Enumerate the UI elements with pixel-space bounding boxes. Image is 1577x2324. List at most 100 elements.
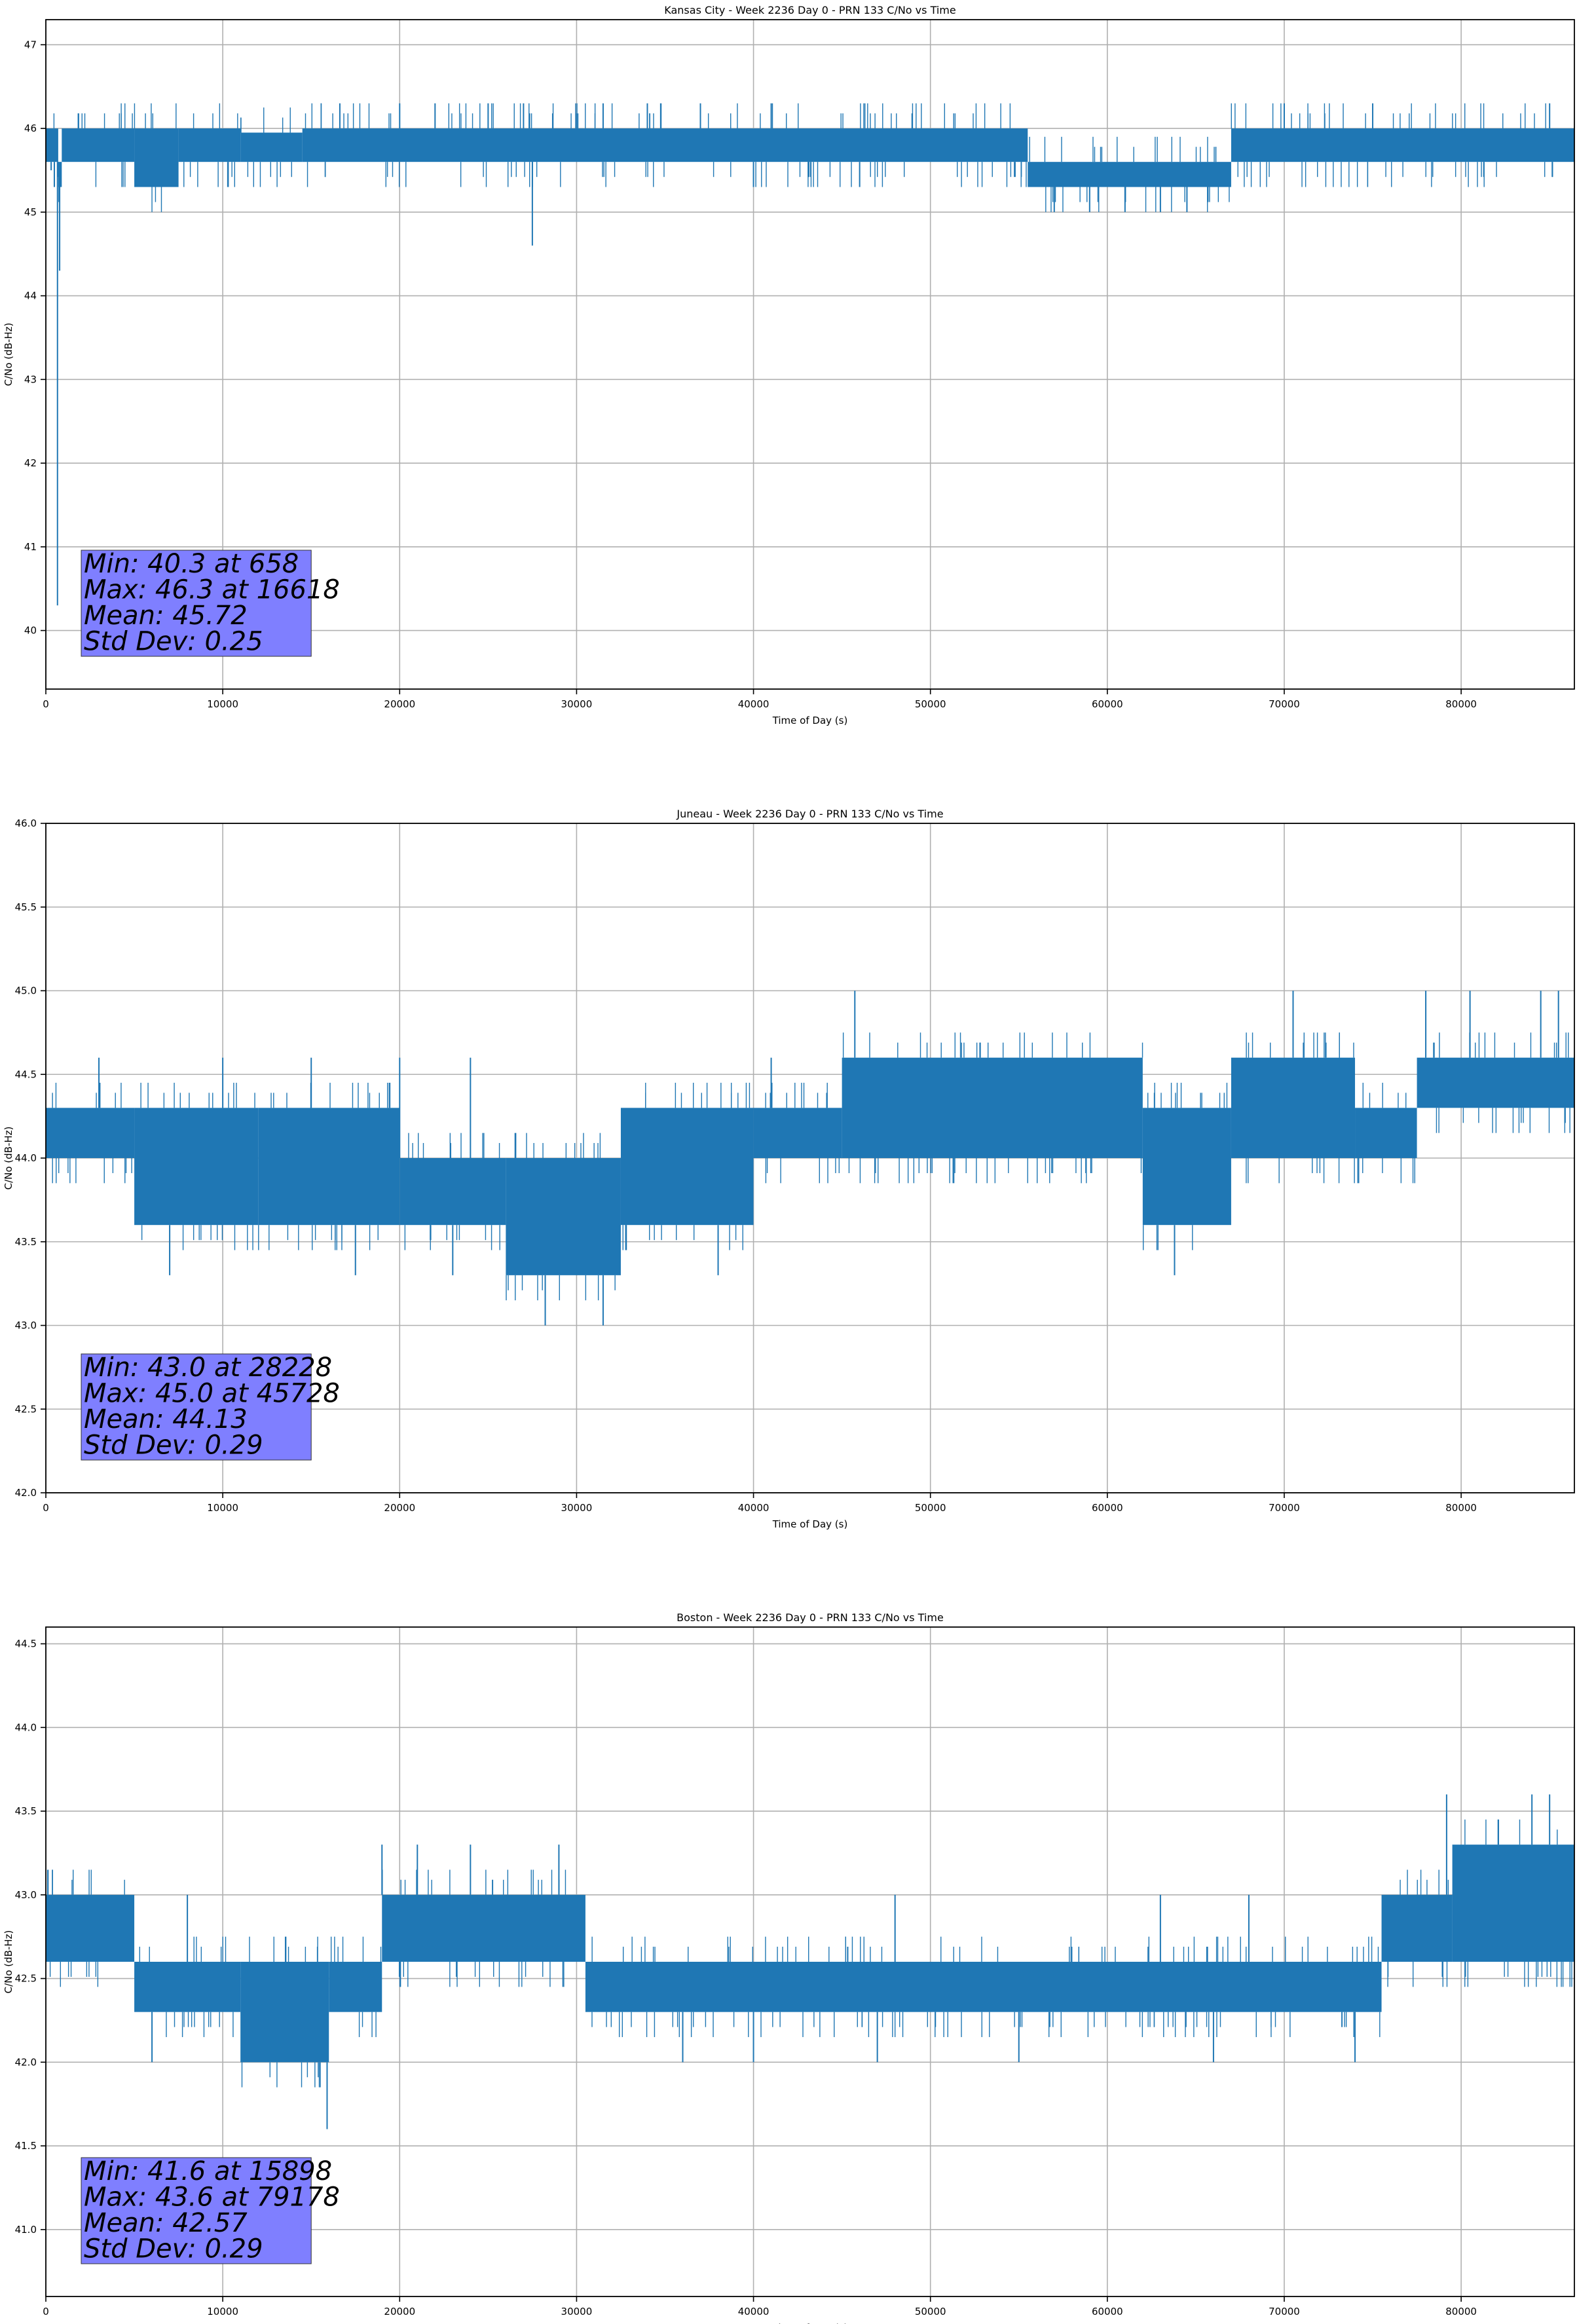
stats-line: Max: 43.6 at 79178: [84, 2183, 340, 2213]
chart-panel-0: 0 10000 20000 30000 40000 50000 60000 70000 8000…: [3, 4, 1575, 726]
y-tick-label: 43.0: [15, 1889, 37, 1901]
y-tick-label: 43.5: [15, 1236, 37, 1248]
stats-line: Min: 41.6 at 15898: [84, 2156, 332, 2186]
data-band: [46, 1108, 135, 1158]
plot-frame: [45, 1626, 1575, 2297]
y-tick-label: 45: [24, 206, 37, 218]
data-band: [1231, 1057, 1356, 1158]
x-tick-label: 0: [43, 698, 49, 710]
y-tick-label: 44.0: [15, 1152, 37, 1164]
y-tick-label: 41.0: [15, 2224, 37, 2236]
data-band: [1452, 1845, 1574, 1962]
series-line: [46, 1794, 1574, 2129]
x-tick-label: 40000: [738, 1502, 770, 1514]
x-axis-label: Time of Day (s): [772, 715, 848, 726]
plot-frame: [45, 19, 1575, 690]
stats-line: Std Dev: 0.29: [84, 2234, 263, 2264]
series-line: [46, 990, 1574, 1326]
chart-panel-1: 0 10000 20000 30000 40000 50000 60000 70000 8000…: [3, 808, 1575, 1530]
data-band: [753, 1108, 842, 1158]
data-band: [58, 162, 62, 187]
stats-line: Mean: 42.57: [84, 2208, 248, 2238]
data-band: [1028, 162, 1231, 187]
y-tick-label: 44.5: [15, 1638, 37, 1650]
data-band: [302, 128, 1028, 162]
x-tick-label: 0: [43, 1502, 49, 1514]
stats-box: [81, 550, 312, 657]
x-axis-label: Time of Day (s): [772, 2322, 848, 2324]
x-tick-label: 60000: [1092, 1502, 1123, 1514]
x-tick-label: 10000: [207, 1502, 238, 1514]
data-band: [134, 1108, 259, 1226]
y-tick-label: 42.5: [15, 1403, 37, 1415]
x-tick-label: 70000: [1269, 2306, 1300, 2317]
chart-title: Juneau - Week 2236 Day 0 - PRN 133 C/No …: [676, 808, 943, 820]
x-tick-label: 10000: [207, 2306, 238, 2317]
y-tick-label: 44.0: [15, 1721, 37, 1733]
y-tick-label: 42.0: [15, 1487, 37, 1499]
y-tick-label: 43.0: [15, 1320, 37, 1332]
y-tick-label: 42.5: [15, 1973, 37, 1985]
y-tick-label: 40: [24, 625, 37, 637]
x-tick-label: 50000: [915, 2306, 946, 2317]
data-band: [1142, 1108, 1231, 1226]
x-tick-label: 30000: [561, 698, 593, 710]
y-tick-label: 46: [24, 122, 37, 134]
y-tick-label: 42: [24, 457, 37, 469]
y-tick-label: 43.5: [15, 1805, 37, 1817]
x-tick-label: 30000: [561, 1502, 593, 1514]
stats-line: Std Dev: 0.25: [84, 627, 263, 657]
x-tick-label: 10000: [207, 698, 238, 710]
data-band: [329, 1962, 382, 2012]
x-tick-label: 20000: [384, 698, 415, 710]
data-band: [1231, 128, 1574, 162]
y-tick-label: 46.0: [15, 817, 37, 829]
data-band: [178, 128, 241, 162]
stats-line: Mean: 45.72: [84, 601, 248, 631]
x-tick-label: 40000: [738, 2306, 770, 2317]
y-axis-label: C/No (dB-Hz): [3, 1127, 14, 1190]
data-band: [240, 1962, 329, 2063]
x-tick-label: 60000: [1092, 2306, 1123, 2317]
data-band: [382, 1894, 585, 1962]
x-tick-label: 80000: [1445, 698, 1477, 710]
x-tick-label: 80000: [1445, 2306, 1477, 2317]
stats-line: Max: 46.3 at 16618: [84, 575, 340, 605]
y-axis-label: C/No (dB-Hz): [3, 1930, 14, 1994]
x-tick-label: 20000: [384, 2306, 415, 2317]
data-band: [620, 1108, 754, 1226]
data-band: [240, 132, 303, 162]
y-tick-label: 41: [24, 541, 37, 553]
y-axis-label: C/No (dB-Hz): [3, 323, 14, 386]
x-tick-label: 40000: [738, 698, 770, 710]
x-tick-label: 70000: [1269, 698, 1300, 710]
y-tick-label: 44.5: [15, 1068, 37, 1080]
data-band: [1417, 1057, 1574, 1108]
data-band: [134, 1962, 241, 2012]
x-tick-label: 70000: [1269, 1502, 1300, 1514]
y-tick-label: 41.5: [15, 2140, 37, 2152]
stats-line: Std Dev: 0.29: [84, 1431, 263, 1461]
chart-title: Boston - Week 2236 Day 0 - PRN 133 C/No …: [677, 1611, 944, 1624]
series-line: [46, 103, 1574, 606]
x-axis-label: Time of Day (s): [772, 1518, 848, 1530]
stats-line: Mean: 44.13: [84, 1404, 248, 1434]
chart-title: Kansas City - Week 2236 Day 0 - PRN 133 …: [664, 4, 955, 16]
stats-line: Max: 45.0 at 45728: [84, 1379, 340, 1409]
data-band: [506, 1158, 621, 1275]
y-tick-label: 45.5: [15, 901, 37, 913]
y-tick-label: 43: [24, 373, 37, 385]
data-band: [842, 1057, 1143, 1158]
stats-box: [81, 1353, 312, 1461]
x-tick-label: 20000: [384, 1502, 415, 1514]
data-band: [62, 128, 135, 162]
data-band: [399, 1158, 506, 1226]
stats-line: Min: 40.3 at 658: [84, 549, 299, 579]
x-tick-label: 80000: [1445, 1502, 1477, 1514]
data-band: [1381, 1894, 1453, 1962]
data-band: [134, 128, 179, 187]
y-tick-label: 47: [24, 39, 37, 50]
y-tick-label: 42.0: [15, 2056, 37, 2068]
data-band: [258, 1108, 400, 1226]
